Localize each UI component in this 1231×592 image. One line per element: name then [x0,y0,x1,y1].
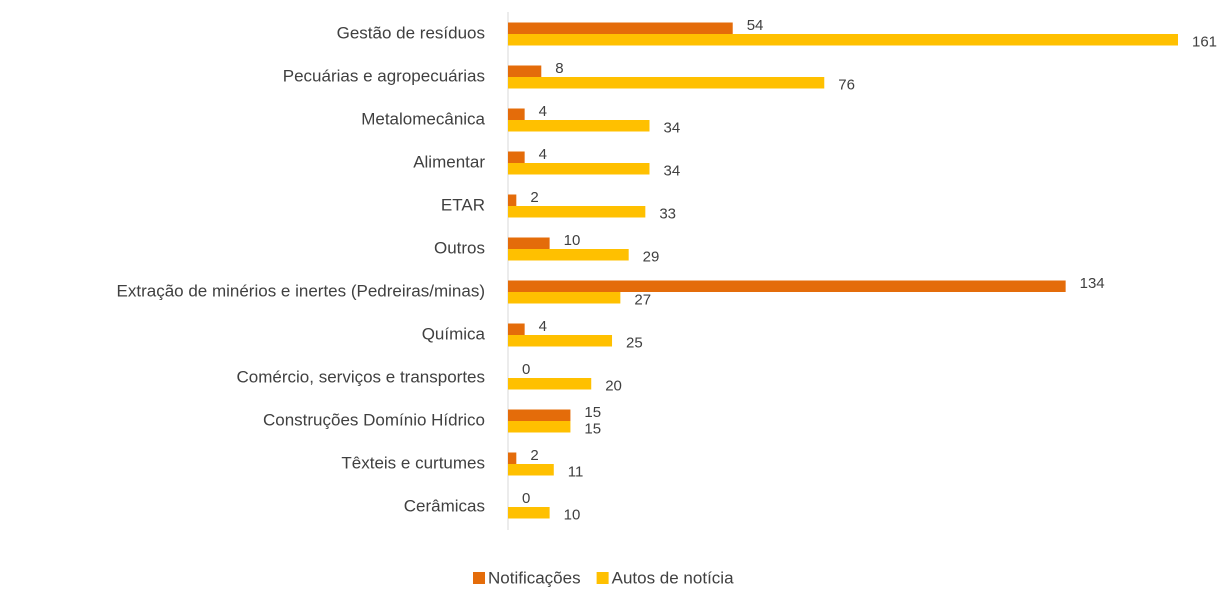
data-label: 2 [530,189,538,206]
y-tick-label: Cerâmicas [404,496,485,515]
data-label: 54 [747,17,764,34]
bar [508,194,517,206]
y-tick-label: Metalomecânica [361,109,485,128]
data-label: 11 [568,464,584,481]
bar [508,323,525,335]
bar [508,507,550,519]
bar [508,22,733,34]
data-label: 27 [634,292,651,309]
data-label: 8 [555,60,563,77]
bar [508,237,550,249]
y-tick-label: Têxteis e curtumes [341,453,485,472]
y-tick-label: Pecuárias e agropecuárias [283,66,485,85]
y-tick-label: ETAR [441,195,485,214]
bar [508,34,1178,46]
bar [508,249,629,261]
bar [508,280,1066,292]
data-label: 15 [584,421,601,438]
bar [508,65,542,77]
bar [508,452,517,464]
data-label: 29 [643,249,660,266]
data-label: 20 [605,378,622,395]
bar [508,421,571,433]
bar [508,120,650,132]
bar [508,163,650,175]
legend-label: Notificações [488,568,581,587]
data-label: 15 [584,404,601,421]
data-label: 2 [530,447,538,464]
y-tick-label: Construções Domínio Hídrico [263,410,485,429]
data-label: 76 [838,77,855,94]
bar [508,108,525,120]
data-label: 34 [663,120,680,137]
bar [508,378,592,390]
data-label: 25 [626,335,643,352]
bar [508,464,554,476]
data-label: 161 [1192,34,1217,51]
data-label: 4 [539,146,547,163]
bar [508,151,525,163]
legend-swatch [473,572,485,584]
legend-swatch [596,572,609,584]
y-tick-label: Alimentar [413,152,485,171]
y-tick-label: Gestão de resíduos [337,23,485,42]
data-label: 0 [522,361,530,378]
legend-label: Autos de notícia [612,568,734,587]
bar [508,335,613,347]
bar [508,77,825,89]
y-tick-label: Outros [434,238,485,257]
data-label: 10 [564,507,581,524]
data-label: 34 [663,163,680,180]
y-tick-label: Extração de minérios e inertes (Pedreira… [117,281,485,300]
y-tick-label: Química [422,324,486,343]
bar [508,206,646,218]
data-label: 134 [1080,275,1105,292]
bar [508,409,571,421]
data-label: 0 [522,490,530,507]
data-label: 4 [539,103,547,120]
data-label: 4 [539,318,547,335]
y-tick-label: Comércio, serviços e transportes [237,367,485,386]
bar [508,292,621,304]
data-label: 33 [659,206,676,223]
data-label: 10 [564,232,581,249]
